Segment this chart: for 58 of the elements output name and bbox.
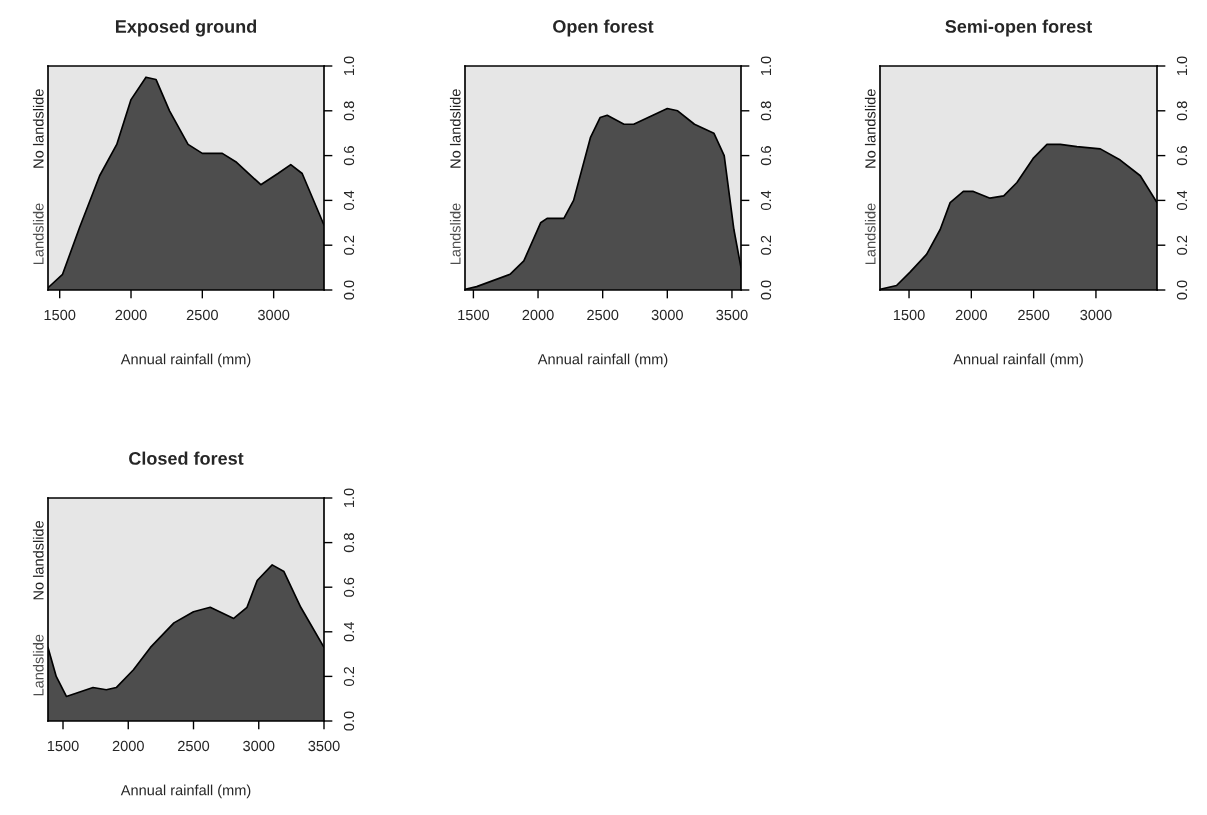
x-tick-label: 3000 <box>243 740 275 752</box>
text: Landslide <box>32 203 44 265</box>
band-label: No landslide <box>864 89 876 168</box>
x-tick-label: 2000 <box>112 740 144 752</box>
x-tick-label: 2000 <box>955 309 987 321</box>
y-tick-label: 0.6 <box>343 146 355 166</box>
y-tick-label: 1.0 <box>1176 56 1188 76</box>
x-axis-title: Annual rainfall (mm) <box>120 784 251 799</box>
y-tick-label: 0.6 <box>760 146 772 166</box>
text: Landslide <box>864 203 876 265</box>
x-tick-label: 3500 <box>308 740 340 752</box>
chart-title: Exposed ground <box>115 19 257 37</box>
y-tick-label: 0.4 <box>343 190 355 210</box>
x-axis-title: Annual rainfall (mm) <box>953 353 1083 368</box>
chart-title: Closed forest <box>129 451 244 465</box>
y-tick-label: 0.2 <box>343 666 355 686</box>
x-tick-label: 3000 <box>257 309 290 321</box>
x-tick-label: 1500 <box>458 309 490 321</box>
band-label: No landslide <box>32 520 44 600</box>
x-tick-label: 2500 <box>178 740 210 752</box>
y-tick-label: 0.8 <box>760 101 772 121</box>
y-tick-label: 0.4 <box>1176 190 1188 210</box>
band-label: No landslide <box>449 89 461 168</box>
y-tick-label: 0.4 <box>343 622 355 642</box>
x-tick-label: 1500 <box>44 309 76 321</box>
y-tick-label: 1.0 <box>343 488 355 508</box>
x-axis-title: Annual rainfall (mm) <box>120 353 251 368</box>
x-tick-label: 3000 <box>651 309 683 321</box>
x-tick-label: 3000 <box>1080 309 1112 321</box>
y-tick-label: 0.0 <box>343 711 355 731</box>
band-label: No landslide <box>32 89 44 168</box>
x-tick-label: 2500 <box>186 309 218 321</box>
x-tick-label: 1500 <box>47 740 79 752</box>
y-tick-label: 1.0 <box>760 56 772 76</box>
y-tick-label: 0.0 <box>343 280 355 300</box>
x-tick-label: 2500 <box>587 309 619 321</box>
y-tick-label: 0.2 <box>343 235 355 255</box>
y-tick-label: 0.0 <box>760 280 772 300</box>
chart-title: Semi-open forest <box>945 19 1093 37</box>
x-tick-label: 1500 <box>893 309 925 321</box>
chart-title: Open forest <box>553 19 654 37</box>
y-tick-label: 0.0 <box>1176 280 1188 300</box>
y-tick-label: 0.6 <box>343 577 355 597</box>
x-tick-label: 2000 <box>522 309 554 321</box>
text: Landslide <box>32 634 44 696</box>
x-axis-title: Annual rainfall (mm) <box>537 353 668 368</box>
y-tick-label: 0.2 <box>1176 235 1188 255</box>
x-tick-label: 3500 <box>716 309 748 321</box>
y-tick-label: 1.0 <box>343 56 355 76</box>
y-tick-label: 0.8 <box>343 101 355 121</box>
y-tick-label: 0.6 <box>1176 146 1188 166</box>
y-tick-label: 0.8 <box>1176 101 1188 121</box>
y-tick-label: 0.4 <box>760 190 772 210</box>
y-tick-label: 0.8 <box>343 533 355 553</box>
x-tick-label: 2000 <box>115 309 147 321</box>
text: Landslide <box>449 203 461 265</box>
y-tick-label: 0.2 <box>760 235 772 255</box>
x-tick-label: 2500 <box>1018 309 1050 321</box>
